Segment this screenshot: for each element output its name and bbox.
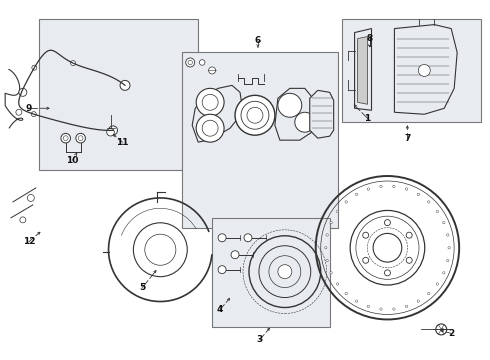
Circle shape <box>418 64 430 76</box>
Circle shape <box>363 257 368 263</box>
Circle shape <box>406 232 412 238</box>
Circle shape <box>373 233 402 262</box>
Circle shape <box>202 94 218 110</box>
Circle shape <box>385 220 391 226</box>
Circle shape <box>367 188 369 190</box>
Circle shape <box>405 305 408 307</box>
Text: 7: 7 <box>404 134 411 143</box>
Text: 2: 2 <box>448 329 454 338</box>
Polygon shape <box>192 85 242 142</box>
Circle shape <box>202 120 218 136</box>
Circle shape <box>428 201 430 203</box>
Circle shape <box>19 88 27 96</box>
Circle shape <box>109 126 118 135</box>
Circle shape <box>385 270 391 276</box>
Circle shape <box>196 88 224 116</box>
Circle shape <box>436 283 439 285</box>
Text: 5: 5 <box>139 283 146 292</box>
Circle shape <box>247 107 263 123</box>
Circle shape <box>188 60 193 65</box>
Circle shape <box>380 308 382 310</box>
Circle shape <box>446 234 449 236</box>
Text: 3: 3 <box>257 335 263 344</box>
Circle shape <box>442 221 445 224</box>
Circle shape <box>76 134 85 143</box>
Circle shape <box>330 272 332 274</box>
Circle shape <box>406 257 412 263</box>
Circle shape <box>345 292 347 295</box>
Polygon shape <box>275 88 318 140</box>
Circle shape <box>442 272 445 274</box>
Circle shape <box>120 80 130 90</box>
Circle shape <box>417 193 419 195</box>
Circle shape <box>278 265 292 279</box>
Circle shape <box>448 247 450 249</box>
Bar <box>212 218 330 328</box>
Bar <box>182 53 338 228</box>
Text: 9: 9 <box>25 104 32 113</box>
Circle shape <box>61 134 71 143</box>
Circle shape <box>330 221 332 224</box>
Circle shape <box>345 201 347 203</box>
Circle shape <box>278 93 302 117</box>
Circle shape <box>295 112 315 132</box>
Circle shape <box>355 193 358 195</box>
Circle shape <box>336 283 339 285</box>
Text: 6: 6 <box>255 36 261 45</box>
Circle shape <box>380 185 382 188</box>
Circle shape <box>209 67 216 74</box>
Circle shape <box>392 308 395 310</box>
Circle shape <box>436 324 447 335</box>
Circle shape <box>27 194 34 201</box>
Circle shape <box>241 101 269 129</box>
Circle shape <box>367 305 369 307</box>
Circle shape <box>428 292 430 295</box>
Text: 10: 10 <box>67 156 79 165</box>
Circle shape <box>107 129 114 136</box>
Circle shape <box>405 188 408 190</box>
Circle shape <box>231 251 239 259</box>
Text: 1: 1 <box>365 114 370 123</box>
Circle shape <box>326 259 328 262</box>
Circle shape <box>218 234 226 242</box>
Polygon shape <box>394 24 457 114</box>
Circle shape <box>32 65 37 70</box>
Circle shape <box>235 95 275 135</box>
Text: 4: 4 <box>217 305 223 314</box>
Text: 8: 8 <box>367 34 372 43</box>
Circle shape <box>63 136 68 140</box>
Circle shape <box>446 259 449 262</box>
Text: 12: 12 <box>23 237 35 246</box>
Circle shape <box>186 58 195 67</box>
Circle shape <box>392 185 395 188</box>
Circle shape <box>20 217 26 223</box>
Polygon shape <box>355 28 371 110</box>
Text: 11: 11 <box>116 138 129 147</box>
Circle shape <box>363 232 368 238</box>
Circle shape <box>196 114 224 142</box>
Circle shape <box>326 234 328 236</box>
Circle shape <box>436 210 439 213</box>
Circle shape <box>199 60 205 65</box>
Circle shape <box>31 112 36 117</box>
Polygon shape <box>358 37 368 104</box>
Bar <box>39 19 198 170</box>
Circle shape <box>71 60 75 66</box>
Circle shape <box>355 300 358 302</box>
Bar <box>342 19 481 122</box>
Circle shape <box>417 300 419 302</box>
Polygon shape <box>310 90 334 138</box>
Circle shape <box>16 109 22 115</box>
Circle shape <box>78 136 83 140</box>
Circle shape <box>244 234 252 242</box>
Circle shape <box>218 266 226 274</box>
Circle shape <box>324 247 327 249</box>
Circle shape <box>336 210 339 213</box>
